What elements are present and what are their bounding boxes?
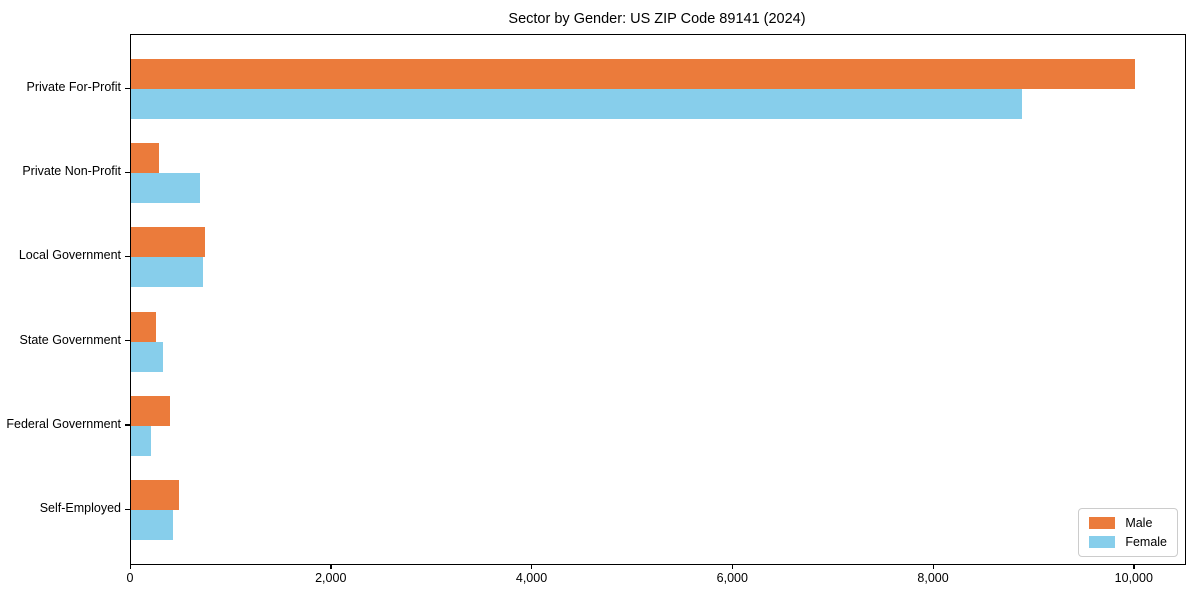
x-tick-label: 2,000 [315,571,347,585]
y-axis-label-local-government: Local Government [18,248,121,263]
y-tick [125,255,130,258]
x-tick [731,564,734,570]
bar-federal-government-female [131,425,152,456]
plot-area: Male Female [130,34,1186,565]
legend-swatch-female [1089,536,1116,548]
x-tick [1133,564,1135,570]
x-tick [129,564,131,570]
y-axis-label-federal-government: Federal Government [6,416,121,431]
legend-label-female: Female [1125,535,1167,549]
bar-state-government-male [131,311,157,342]
bar-private-for-profit-female [131,89,1023,119]
y-tick [125,171,130,173]
y-axis-label-state-government: State Government [19,332,121,347]
y-axis-label-private-non-profit: Private Non-Profit [22,164,121,179]
bar-local-government-female [131,257,204,288]
bar-private-for-profit-male [131,59,1135,89]
y-tick [125,508,130,510]
x-tick-label: 0 [126,571,134,585]
x-tick-label: 6,000 [716,571,748,585]
y-axis-label-self-employed: Self-Employed [39,501,121,515]
legend-item-male: Male [1089,516,1167,530]
x-tick [330,564,332,570]
chart-title: Sector by Gender: US ZIP Code 89141 (202… [508,11,806,27]
bar-self-employed-male [131,480,180,510]
legend-item-female: Female [1089,535,1167,549]
bar-private-non-profit-male [131,143,160,174]
legend: Male Female [1078,508,1178,557]
bar-local-government-male [131,227,206,258]
x-tick-label: 8,000 [917,571,949,585]
bar-state-government-female [131,341,164,372]
y-tick [125,424,130,426]
legend-label-male: Male [1125,516,1153,530]
y-tick [125,87,130,89]
x-tick [932,564,934,570]
bar-federal-government-male [131,395,171,426]
legend-swatch-male [1089,517,1116,529]
y-axis-label-private-for-profit: Private For-Profit [26,80,121,94]
x-tick [531,564,533,570]
x-tick-label: 10,000 [1114,571,1153,585]
bar-self-employed-female [131,510,174,540]
y-tick [125,340,130,342]
bar-private-non-profit-female [131,173,201,204]
x-tick-label: 4,000 [515,571,548,585]
